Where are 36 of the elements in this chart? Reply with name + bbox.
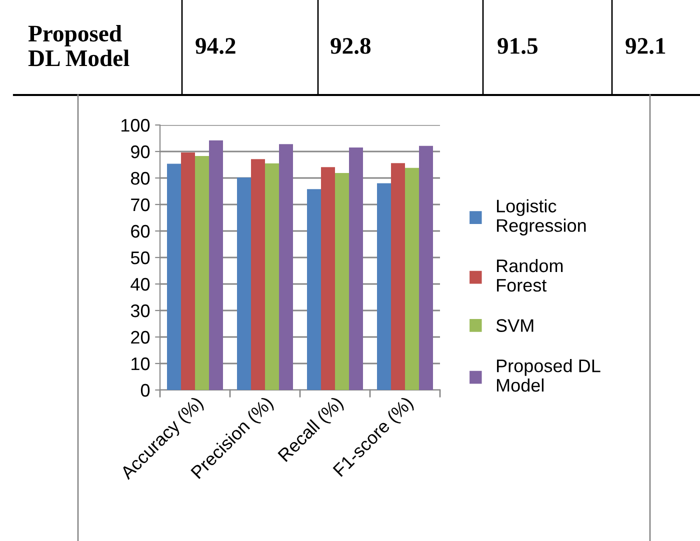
bar [181,152,195,390]
bar [167,164,181,390]
text: 92.1 [626,38,666,54]
bar [195,156,209,390]
y-tick-label: 40 [130,278,150,291]
y-tick-label: 50 [130,251,150,264]
text: 92.8 [330,38,371,54]
y-tick-label: 30 [130,304,150,318]
y-tick-label: 0 [140,384,150,397]
bar [237,177,251,390]
y-tick-label: 10 [132,357,150,370]
legend-label: SVM [496,319,534,332]
y-tick-label: 100 [122,118,150,132]
bar [391,163,405,390]
bar [377,183,391,390]
legend-label: Logistic Regression [497,199,586,236]
bar [265,163,279,390]
legend-label: Random Forest [497,258,563,292]
bar [279,144,293,390]
bar [209,140,223,390]
bar [419,146,433,390]
bar [307,189,321,390]
bar [349,148,363,390]
bar [251,159,265,390]
y-tick-label: 70 [131,198,150,212]
text: 91.5 [498,38,538,54]
legend-label: Proposed DL Model [497,359,600,392]
bar [405,168,419,390]
y-tick-label: 20 [131,330,150,344]
text: Proposed DL Model [28,24,130,66]
y-tick-label: 90 [131,145,150,158]
bar [321,167,335,390]
text: 94.2 [196,38,236,54]
bar [335,172,349,390]
y-tick-label: 80 [130,172,150,185]
y-tick-label: 60 [131,224,150,238]
